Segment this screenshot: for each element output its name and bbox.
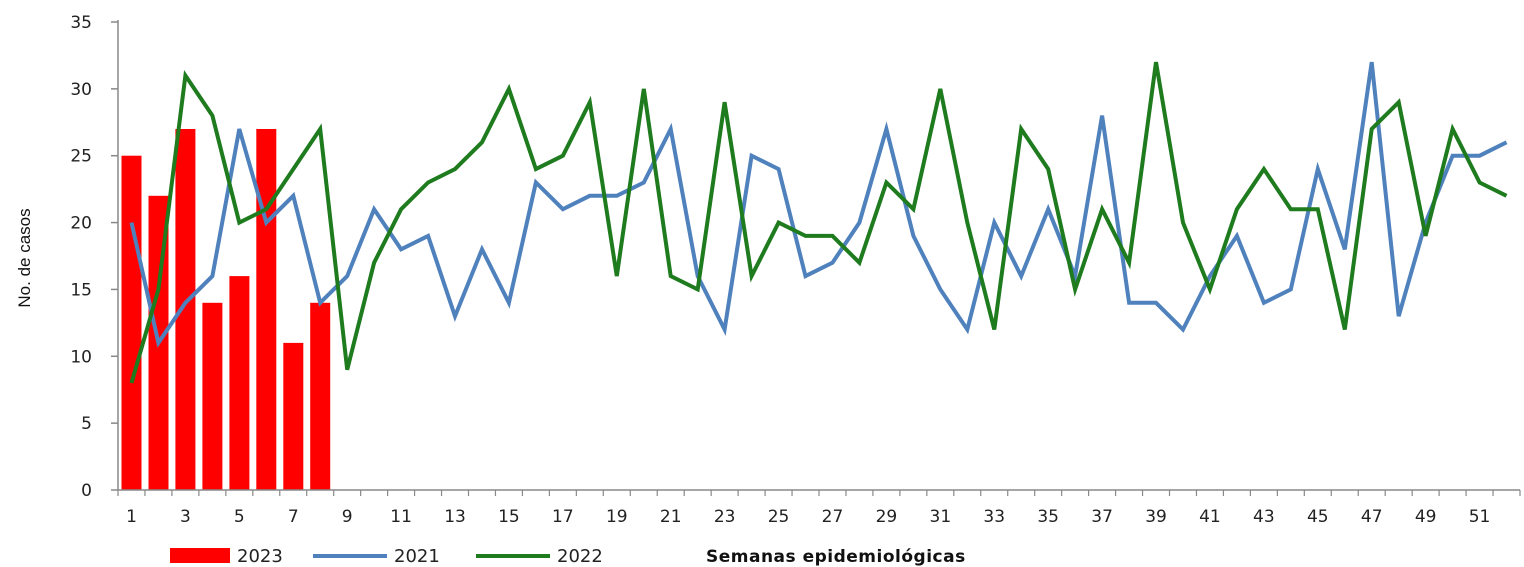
legend-swatch-2023 [170, 548, 230, 563]
x-tick-label: 5 [234, 507, 245, 527]
bar-2023-week-3 [175, 129, 196, 490]
line-series-group [129, 61, 1508, 384]
x-tick-label: 33 [983, 507, 1005, 527]
x-tick-label: 41 [1199, 507, 1221, 527]
legend-label-2023: 2023 [237, 546, 283, 567]
x-tick-label: 43 [1253, 507, 1275, 527]
x-tick-label: 23 [714, 507, 736, 527]
y-tick-label: 35 [70, 13, 92, 33]
axes [111, 20, 1521, 496]
x-tick-label: 11 [390, 507, 412, 527]
x-tick-label: 35 [1037, 507, 1059, 527]
x-tick-labels: 1 3 5 7 9 11 13 15 17 19 21 23 25 27 29 31 33 35 37 39 41 43 4… [126, 507, 1490, 527]
line-series-2022 [129, 61, 1508, 384]
bar-series-group [121, 129, 331, 491]
x-tick-label: 29 [876, 507, 898, 527]
bar-2023-week-6 [256, 129, 277, 490]
bar-2023-week-1 [121, 155, 142, 490]
x-tick-label: 37 [1091, 507, 1113, 527]
x-tick-label: 15 [498, 507, 520, 527]
legend-label-2021: 2021 [394, 546, 440, 567]
legend-label-2022: 2022 [557, 546, 603, 567]
bar-2023-week-5 [229, 276, 250, 490]
y-tick-label: 0 [81, 481, 92, 501]
x-tick-label: 31 [930, 507, 952, 527]
x-tick-label: 1 [126, 507, 137, 527]
x-tick-label: 13 [444, 507, 466, 527]
x-tick-label: 7 [288, 507, 299, 527]
y-tick-label: 15 [70, 280, 92, 300]
y-tick-labels: 0 5 10 15 20 25 30 35 [70, 13, 92, 501]
x-tick-label: 39 [1145, 507, 1167, 527]
y-tick-label: 25 [70, 147, 92, 167]
x-tick-label: 47 [1361, 507, 1383, 527]
x-tick-label: 27 [822, 507, 844, 527]
y-tick-label: 30 [70, 80, 92, 100]
y-tick-label: 20 [70, 214, 92, 234]
x-tick-label: 19 [606, 507, 628, 527]
x-tick-label: 49 [1415, 507, 1437, 527]
bar-2023-week-8 [310, 302, 331, 490]
x-tick-label: 9 [342, 507, 353, 527]
y-tick-label: 10 [70, 347, 92, 367]
bar-2023-week-4 [202, 302, 223, 490]
x-tick-label: 17 [552, 507, 574, 527]
y-tick-label: 5 [81, 414, 92, 434]
x-tick-label: 51 [1469, 507, 1491, 527]
line-series-2021 [129, 61, 1508, 348]
bar-2023-week-7 [283, 342, 304, 490]
x-tick-label: 21 [660, 507, 682, 527]
x-tick-label: 25 [768, 507, 790, 527]
x-tick-label: 45 [1307, 507, 1329, 527]
x-axis-label: Semanas epidemiológicas [706, 547, 966, 567]
y-axis-label: No. de casos [15, 208, 34, 307]
legend: 2023 2021 2022 [170, 546, 603, 567]
x-tick-label: 3 [180, 507, 191, 527]
